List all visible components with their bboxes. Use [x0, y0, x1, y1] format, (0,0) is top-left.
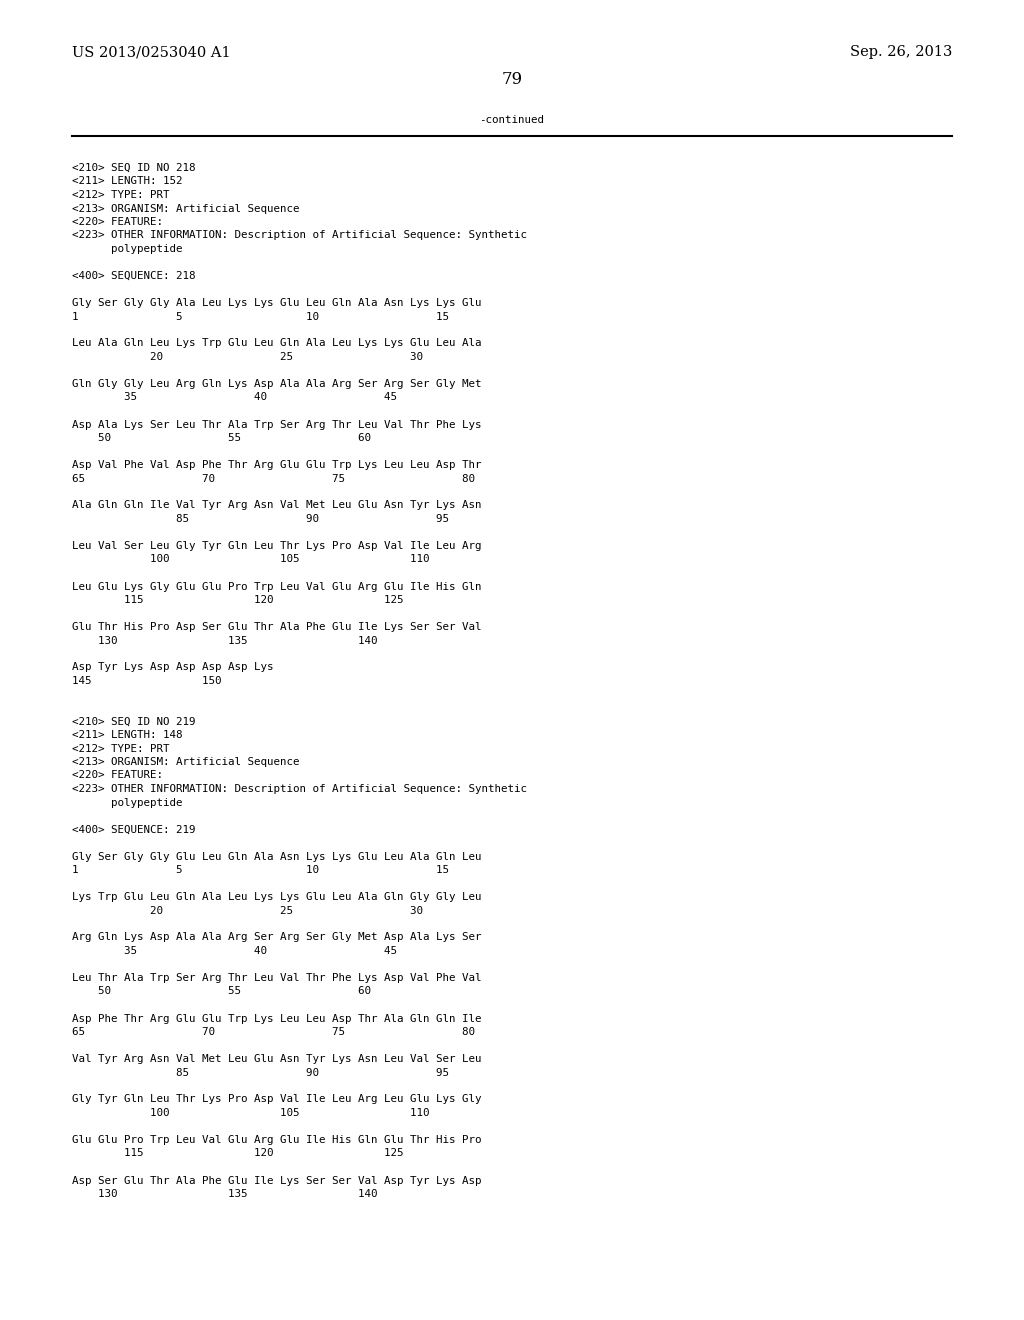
- Text: Leu Ala Gln Leu Lys Trp Glu Leu Gln Ala Leu Lys Lys Glu Leu Ala: Leu Ala Gln Leu Lys Trp Glu Leu Gln Ala …: [72, 338, 481, 348]
- Text: 145                 150: 145 150: [72, 676, 221, 686]
- Text: Asp Phe Thr Arg Glu Glu Trp Lys Leu Leu Asp Thr Ala Gln Gln Ile: Asp Phe Thr Arg Glu Glu Trp Lys Leu Leu …: [72, 1014, 481, 1023]
- Text: polypeptide: polypeptide: [72, 244, 182, 253]
- Text: <223> OTHER INFORMATION: Description of Artificial Sequence: Synthetic: <223> OTHER INFORMATION: Description of …: [72, 231, 527, 240]
- Text: US 2013/0253040 A1: US 2013/0253040 A1: [72, 45, 230, 59]
- Text: 65                  70                  75                  80: 65 70 75 80: [72, 1027, 475, 1038]
- Text: 35                  40                  45: 35 40 45: [72, 392, 397, 403]
- Text: 115                 120                 125: 115 120 125: [72, 1148, 403, 1159]
- Text: Asp Ser Glu Thr Ala Phe Glu Ile Lys Ser Ser Val Asp Tyr Lys Asp: Asp Ser Glu Thr Ala Phe Glu Ile Lys Ser …: [72, 1176, 481, 1185]
- Text: 130                 135                 140: 130 135 140: [72, 1189, 378, 1199]
- Text: 100                 105                 110: 100 105 110: [72, 1107, 429, 1118]
- Text: <220> FEATURE:: <220> FEATURE:: [72, 771, 163, 780]
- Text: <212> TYPE: PRT: <212> TYPE: PRT: [72, 743, 170, 754]
- Text: 20                  25                  30: 20 25 30: [72, 352, 423, 362]
- Text: 115                 120                 125: 115 120 125: [72, 595, 403, 605]
- Text: Gln Gly Gly Leu Arg Gln Lys Asp Ala Ala Arg Ser Arg Ser Gly Met: Gln Gly Gly Leu Arg Gln Lys Asp Ala Ala …: [72, 379, 481, 389]
- Text: 85                  90                  95: 85 90 95: [72, 1068, 449, 1077]
- Text: Leu Val Ser Leu Gly Tyr Gln Leu Thr Lys Pro Asp Val Ile Leu Arg: Leu Val Ser Leu Gly Tyr Gln Leu Thr Lys …: [72, 541, 481, 550]
- Text: 50                  55                  60: 50 55 60: [72, 986, 371, 997]
- Text: <211> LENGTH: 152: <211> LENGTH: 152: [72, 177, 182, 186]
- Text: <210> SEQ ID NO 218: <210> SEQ ID NO 218: [72, 162, 196, 173]
- Text: <400> SEQUENCE: 218: <400> SEQUENCE: 218: [72, 271, 196, 281]
- Text: 85                  90                  95: 85 90 95: [72, 513, 449, 524]
- Text: Gly Ser Gly Gly Ala Leu Lys Lys Glu Leu Gln Ala Asn Lys Lys Glu: Gly Ser Gly Gly Ala Leu Lys Lys Glu Leu …: [72, 298, 481, 308]
- Text: Asp Val Phe Val Asp Phe Thr Arg Glu Glu Trp Lys Leu Leu Asp Thr: Asp Val Phe Val Asp Phe Thr Arg Glu Glu …: [72, 459, 481, 470]
- Text: -continued: -continued: [479, 115, 545, 125]
- Text: 1               5                   10                  15: 1 5 10 15: [72, 312, 449, 322]
- Text: 20                  25                  30: 20 25 30: [72, 906, 423, 916]
- Text: <400> SEQUENCE: 219: <400> SEQUENCE: 219: [72, 825, 196, 834]
- Text: 130                 135                 140: 130 135 140: [72, 635, 378, 645]
- Text: Asp Ala Lys Ser Leu Thr Ala Trp Ser Arg Thr Leu Val Thr Phe Lys: Asp Ala Lys Ser Leu Thr Ala Trp Ser Arg …: [72, 420, 481, 429]
- Text: <213> ORGANISM: Artificial Sequence: <213> ORGANISM: Artificial Sequence: [72, 203, 299, 214]
- Text: Gly Ser Gly Gly Glu Leu Gln Ala Asn Lys Lys Glu Leu Ala Gln Leu: Gly Ser Gly Gly Glu Leu Gln Ala Asn Lys …: [72, 851, 481, 862]
- Text: 1               5                   10                  15: 1 5 10 15: [72, 865, 449, 875]
- Text: Glu Thr His Pro Asp Ser Glu Thr Ala Phe Glu Ile Lys Ser Ser Val: Glu Thr His Pro Asp Ser Glu Thr Ala Phe …: [72, 622, 481, 632]
- Text: 100                 105                 110: 100 105 110: [72, 554, 429, 565]
- Text: <212> TYPE: PRT: <212> TYPE: PRT: [72, 190, 170, 201]
- Text: Ala Gln Gln Ile Val Tyr Arg Asn Val Met Leu Glu Asn Tyr Lys Asn: Ala Gln Gln Ile Val Tyr Arg Asn Val Met …: [72, 500, 481, 511]
- Text: polypeptide: polypeptide: [72, 797, 182, 808]
- Text: <223> OTHER INFORMATION: Description of Artificial Sequence: Synthetic: <223> OTHER INFORMATION: Description of …: [72, 784, 527, 795]
- Text: Gly Tyr Gln Leu Thr Lys Pro Asp Val Ile Leu Arg Leu Glu Lys Gly: Gly Tyr Gln Leu Thr Lys Pro Asp Val Ile …: [72, 1094, 481, 1105]
- Text: Sep. 26, 2013: Sep. 26, 2013: [850, 45, 952, 59]
- Text: <211> LENGTH: 148: <211> LENGTH: 148: [72, 730, 182, 741]
- Text: 79: 79: [502, 71, 522, 88]
- Text: <220> FEATURE:: <220> FEATURE:: [72, 216, 163, 227]
- Text: Lys Trp Glu Leu Gln Ala Leu Lys Lys Glu Leu Ala Gln Gly Gly Leu: Lys Trp Glu Leu Gln Ala Leu Lys Lys Glu …: [72, 892, 481, 902]
- Text: Glu Glu Pro Trp Leu Val Glu Arg Glu Ile His Gln Glu Thr His Pro: Glu Glu Pro Trp Leu Val Glu Arg Glu Ile …: [72, 1135, 481, 1144]
- Text: <213> ORGANISM: Artificial Sequence: <213> ORGANISM: Artificial Sequence: [72, 756, 299, 767]
- Text: Arg Gln Lys Asp Ala Ala Arg Ser Arg Ser Gly Met Asp Ala Lys Ser: Arg Gln Lys Asp Ala Ala Arg Ser Arg Ser …: [72, 932, 481, 942]
- Text: Val Tyr Arg Asn Val Met Leu Glu Asn Tyr Lys Asn Leu Val Ser Leu: Val Tyr Arg Asn Val Met Leu Glu Asn Tyr …: [72, 1053, 481, 1064]
- Text: Leu Glu Lys Gly Glu Glu Pro Trp Leu Val Glu Arg Glu Ile His Gln: Leu Glu Lys Gly Glu Glu Pro Trp Leu Val …: [72, 582, 481, 591]
- Text: <210> SEQ ID NO 219: <210> SEQ ID NO 219: [72, 717, 196, 726]
- Text: 35                  40                  45: 35 40 45: [72, 946, 397, 956]
- Text: 65                  70                  75                  80: 65 70 75 80: [72, 474, 475, 483]
- Text: Asp Tyr Lys Asp Asp Asp Asp Lys: Asp Tyr Lys Asp Asp Asp Asp Lys: [72, 663, 273, 672]
- Text: Leu Thr Ala Trp Ser Arg Thr Leu Val Thr Phe Lys Asp Val Phe Val: Leu Thr Ala Trp Ser Arg Thr Leu Val Thr …: [72, 973, 481, 983]
- Text: 50                  55                  60: 50 55 60: [72, 433, 371, 444]
